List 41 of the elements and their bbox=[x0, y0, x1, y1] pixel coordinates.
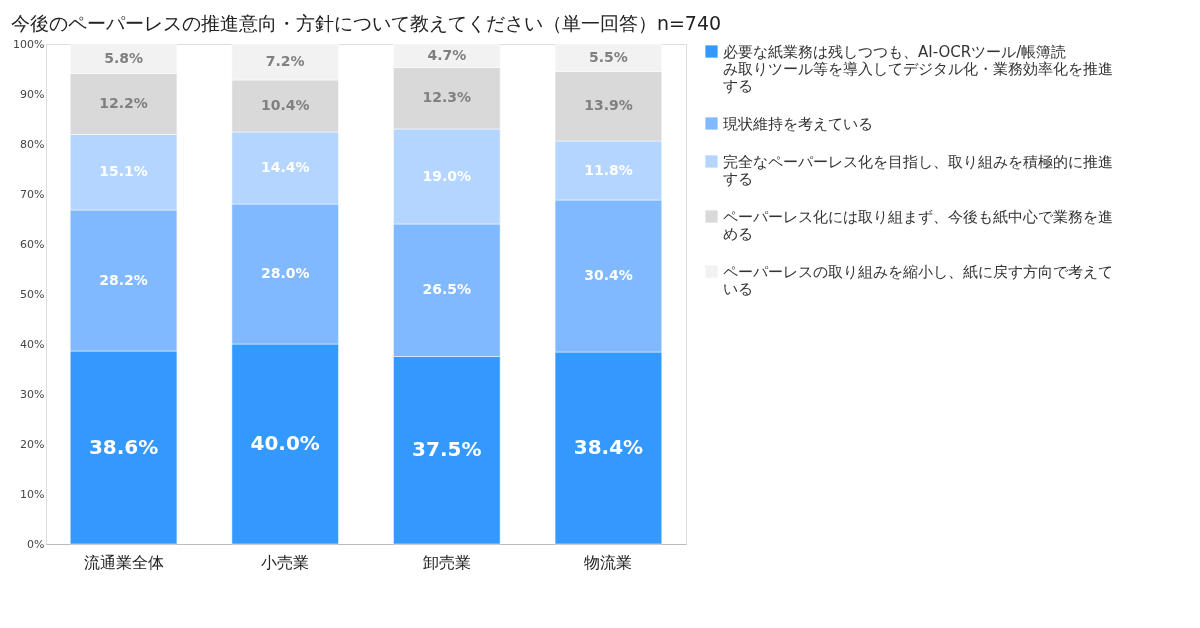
x-tick-label: 物流業 bbox=[584, 552, 633, 572]
legend-label: 完全なペーパーレス化を目指し、取り組みを積極的に推進する bbox=[723, 152, 1113, 188]
y-tick-label: 40% bbox=[20, 337, 45, 351]
chart-title: 今後のペーパーレスの推進意向・方針について教えてください（単一回答）n=740 bbox=[10, 12, 722, 34]
data-label: 15.1% bbox=[99, 163, 148, 180]
x-tick-label: 卸売業 bbox=[422, 552, 471, 572]
legend-label: ペーパーレス化には取り組まず、今後も紙中心で業務を進める bbox=[723, 207, 1113, 243]
data-label: 12.3% bbox=[422, 89, 472, 106]
data-label: 13.9% bbox=[584, 97, 633, 114]
data-label: 12.2% bbox=[99, 95, 148, 111]
data-label: 7.2% bbox=[265, 53, 305, 69]
legend-label: ペーパーレスの取り組みを縮小し、紙に戻す方向で考えている bbox=[723, 262, 1113, 298]
y-tick-label: 90% bbox=[20, 87, 45, 101]
data-label: 5.8% bbox=[104, 50, 143, 66]
y-tick-label: 80% bbox=[20, 137, 45, 151]
legend-label: 現状維持を考えている bbox=[723, 114, 873, 133]
y-tick-label: 50% bbox=[20, 287, 45, 301]
data-label: 4.7% bbox=[427, 46, 467, 63]
y-tick-label: 60% bbox=[20, 237, 45, 251]
y-tick-label: 20% bbox=[20, 437, 45, 451]
data-label: 38.4% bbox=[573, 435, 644, 459]
y-tick-label: 0% bbox=[27, 537, 45, 551]
data-label: 5.5% bbox=[589, 48, 628, 65]
data-label: 26.5% bbox=[422, 281, 472, 298]
x-tick-label: 流通業全体 bbox=[83, 552, 164, 572]
x-tick-label: 小売業 bbox=[261, 552, 310, 572]
data-label: 37.5% bbox=[412, 437, 482, 462]
data-label: 14.4% bbox=[260, 159, 310, 175]
y-tick-label: 30% bbox=[20, 387, 45, 401]
data-label: 30.4% bbox=[584, 267, 633, 283]
data-label: 11.8% bbox=[584, 161, 633, 178]
data-label: 28.0% bbox=[260, 265, 310, 281]
data-label: 38.6% bbox=[88, 434, 159, 459]
legend-label: 必要な紙業務は残しつつも、AI-OCRツール/帳簿読み取りツール等を導入してデジタル化・業務効率化を推進する bbox=[723, 42, 1113, 95]
y-tick-label: 10% bbox=[20, 487, 45, 501]
y-tick-label: 70% bbox=[20, 187, 45, 201]
data-label: 10.4% bbox=[260, 97, 310, 113]
data-label: 19.0% bbox=[422, 167, 472, 184]
data-label: 40.0% bbox=[250, 431, 320, 455]
y-tick-label: 100% bbox=[13, 37, 45, 51]
data-label: 28.2% bbox=[99, 271, 148, 288]
